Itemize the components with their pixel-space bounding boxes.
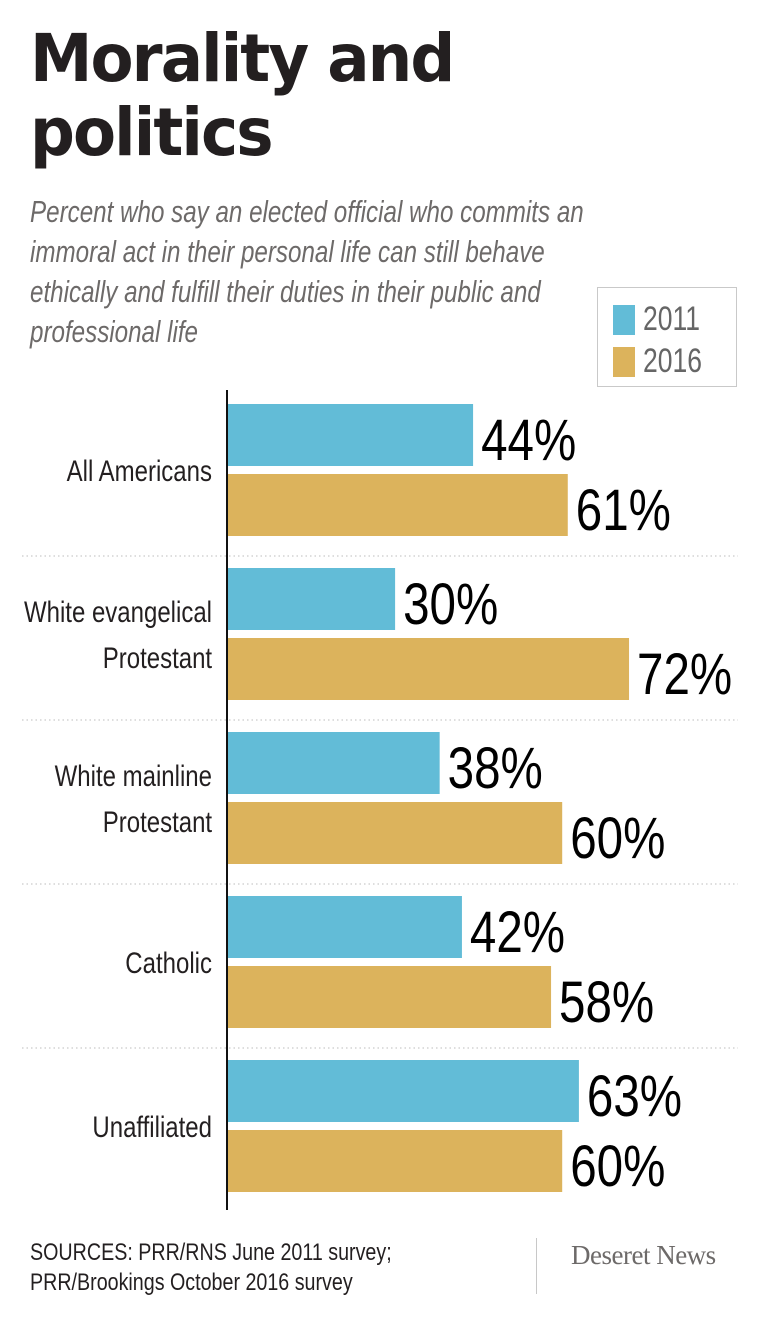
legend-swatch-2011: [613, 304, 635, 335]
legend-swatch-2016: [613, 346, 635, 377]
category-label: White mainline: [55, 758, 212, 792]
value-label-2016: 60%: [570, 807, 665, 872]
value-label-2016: 72%: [637, 643, 732, 708]
bar-2016: [228, 1130, 563, 1192]
bar-2016: [228, 966, 552, 1028]
category-label: Protestant: [103, 804, 213, 838]
value-label-2016: 58%: [559, 971, 654, 1036]
value-label-2011: 44%: [481, 409, 576, 474]
category-label: Unaffiliated: [92, 1109, 212, 1143]
footer-divider: [536, 1238, 537, 1294]
bar-2011: [228, 732, 440, 794]
category-label: Catholic: [125, 945, 212, 979]
title-line-2: politics: [30, 94, 274, 171]
legend: 2011 2016: [597, 287, 737, 387]
category-label: All Americans: [67, 453, 212, 487]
title-line-1: Morality and: [30, 20, 455, 97]
bar-2011: [228, 896, 462, 958]
bar-2011: [228, 568, 396, 630]
sources-line-2: PRR/Brookings October 2016 survey: [30, 1269, 353, 1296]
brand-logo: Deseret News: [571, 1240, 716, 1270]
value-label-2011: 63%: [587, 1065, 682, 1130]
legend-label-2011: 2011: [643, 300, 701, 338]
chart-title: Morality and politics: [30, 20, 455, 171]
value-label-2011: 42%: [470, 901, 565, 966]
bar-2016: [228, 638, 630, 700]
legend-item-2016: 2016: [613, 342, 719, 381]
bar-2016: [228, 802, 563, 864]
category-label: White evangelical: [24, 594, 212, 628]
sources-note: SOURCES: PRR/RNS June 2011 survey; PRR/B…: [30, 1238, 392, 1298]
sources-line-1: SOURCES: PRR/RNS June 2011 survey;: [30, 1239, 392, 1266]
legend-label-2016: 2016: [643, 342, 702, 380]
value-label-2016: 61%: [576, 479, 671, 544]
bar-chart: All Americans 44%61% White evangelical Prot…: [22, 390, 738, 1210]
bar-2011: [228, 1060, 579, 1122]
value-label-2011: 30%: [403, 573, 498, 638]
bar-2016: [228, 474, 568, 536]
bar-2011: [228, 404, 474, 466]
category-label: Protestant: [103, 640, 213, 674]
legend-item-2011: 2011: [613, 300, 716, 339]
value-label-2011: 38%: [448, 737, 543, 802]
chart-subtitle: Percent who say an elected official who …: [30, 194, 584, 349]
value-label-2016: 60%: [570, 1135, 665, 1200]
